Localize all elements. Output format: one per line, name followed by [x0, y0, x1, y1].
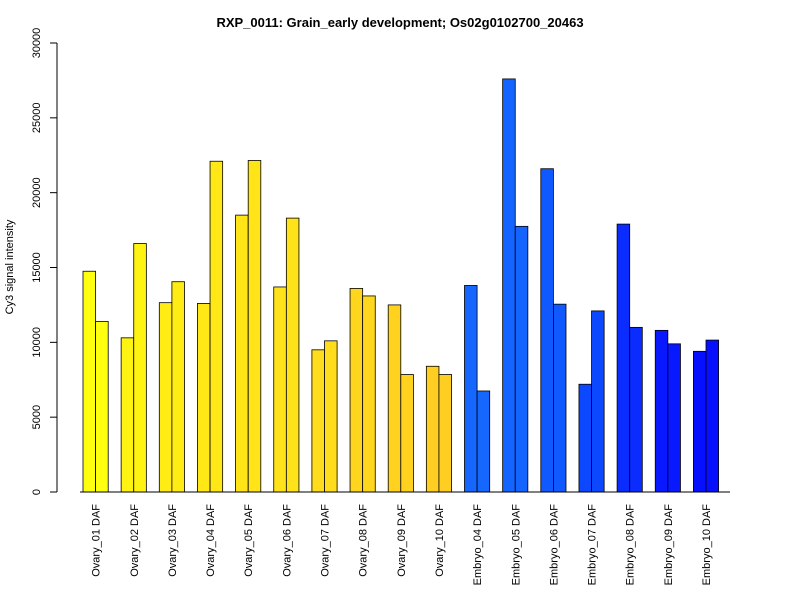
bar: [209, 160, 224, 493]
x-tick-label: Ovary_07 DAF: [320, 504, 332, 577]
x-tick-label: Embryo_05 DAF: [510, 504, 522, 586]
bar: [120, 337, 135, 493]
y-tick-label: 0: [31, 489, 43, 495]
bar: [476, 390, 491, 493]
x-tick-label: Ovary_10 DAF: [434, 504, 446, 577]
y-tick-label: 15000: [31, 252, 43, 283]
bar: [629, 326, 643, 493]
x-tick-label: Ovary_04 DAF: [205, 504, 217, 577]
y-tick-label: 20000: [31, 177, 43, 208]
x-tick-label: Ovary_09 DAF: [396, 504, 408, 577]
bar: [693, 350, 707, 493]
bar: [324, 340, 338, 493]
x-tick-label: Ovary_06 DAF: [281, 504, 293, 577]
bar: [591, 310, 605, 493]
bar: [247, 160, 262, 493]
bar: [362, 295, 376, 493]
bar: [387, 304, 402, 493]
x-tick-label: Embryo_07 DAF: [587, 504, 599, 586]
x-tick-label: Ovary_03 DAF: [167, 504, 179, 577]
bar: [553, 303, 567, 493]
bar: [705, 339, 720, 493]
x-tick-label: Ovary_02 DAF: [129, 504, 141, 577]
x-tick-label: Ovary_05 DAF: [243, 504, 255, 577]
category-labels: Ovary_01 DAF Ovary_02 DAF Ovary_03 DAF Ovar…: [91, 504, 713, 586]
x-tick-label: Embryo_04 DAF: [472, 504, 484, 586]
chart-title: RXP_0011: Grain_early development; Os02g…: [216, 15, 583, 30]
y-tick-label: 5000: [31, 405, 43, 429]
bar: [438, 374, 452, 493]
bar: [616, 223, 631, 493]
bar: [311, 349, 325, 493]
bar: [133, 243, 147, 493]
bar: [502, 78, 516, 493]
bar: [654, 329, 669, 493]
bar: [171, 281, 185, 493]
bar: [95, 320, 109, 493]
bar: [578, 383, 592, 493]
x-tick-label: Ovary_08 DAF: [358, 504, 370, 577]
bar: [82, 270, 97, 493]
y-tick-label: 30000: [31, 28, 43, 59]
bar: [158, 302, 173, 493]
y-tick-label: 25000: [31, 103, 43, 134]
x-tick-label: Embryo_08 DAF: [625, 504, 637, 586]
y-axis: 0 5000 10000 15000 20000 25000 30000: [31, 28, 58, 495]
bar: [235, 214, 249, 493]
bar: [464, 285, 478, 493]
bar: [349, 288, 364, 493]
bar: [667, 343, 681, 493]
bar: [197, 303, 211, 493]
bar: [514, 225, 529, 493]
bars-group: [82, 78, 720, 493]
y-axis-label: Cy3 signal intensity: [4, 219, 16, 314]
bar: [425, 365, 440, 493]
x-tick-label: Embryo_09 DAF: [663, 504, 675, 586]
x-tick-label: Embryo_06 DAF: [548, 504, 560, 586]
x-tick-label: Ovary_01 DAF: [91, 504, 103, 577]
bar: [400, 374, 414, 493]
x-tick-label: Embryo_10 DAF: [701, 504, 713, 586]
bar: [540, 168, 554, 493]
bar: [273, 286, 287, 493]
y-tick-label: 10000: [31, 327, 43, 358]
bar: [285, 217, 300, 493]
